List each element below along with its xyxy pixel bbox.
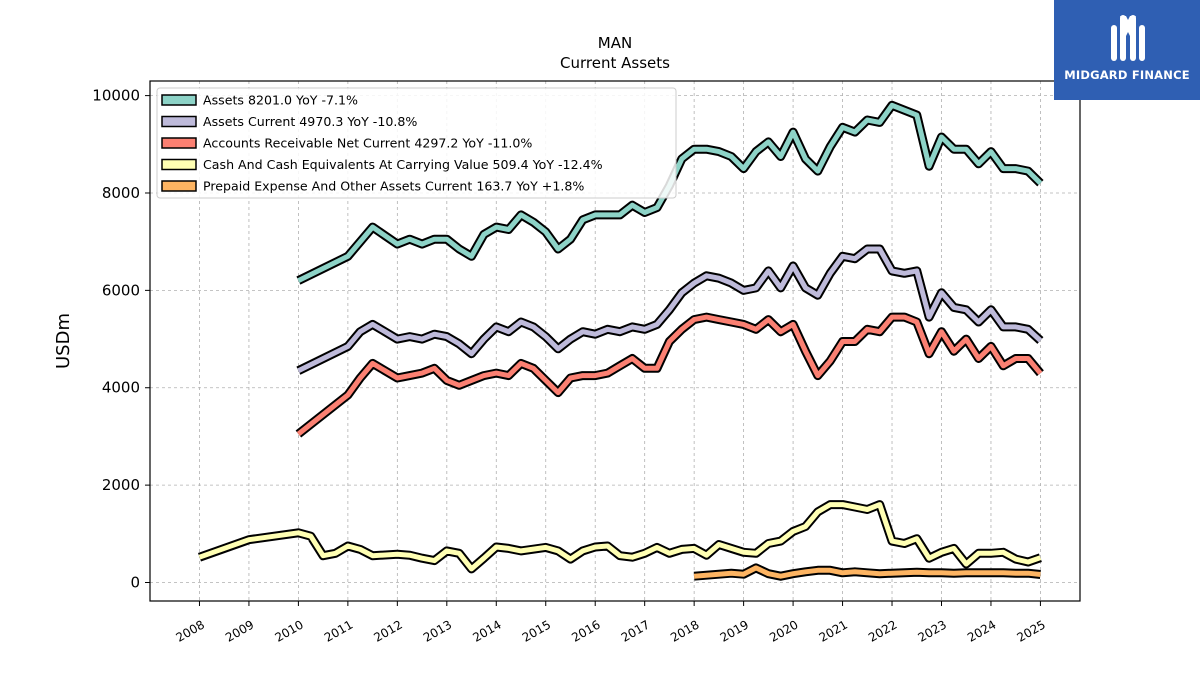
x-tick-label: 2014 xyxy=(470,617,503,644)
series-outline xyxy=(197,500,1042,574)
legend-entry: Assets Current 4970.3 YoY -10.8% xyxy=(203,114,417,129)
series-lines xyxy=(197,100,1044,581)
y-tick-label: 0 xyxy=(130,573,140,591)
series-line-0 xyxy=(296,100,1044,285)
series-path xyxy=(693,565,1041,579)
legend-entry: Cash And Cash Equivalents At Carrying Va… xyxy=(203,157,603,172)
y-tick-label: 4000 xyxy=(102,379,140,397)
x-tick-label: 2017 xyxy=(619,617,652,644)
brand-name: MIDGARD FINANCE xyxy=(1064,68,1190,82)
x-tick-label: 2012 xyxy=(371,617,404,644)
y-tick-label: 2000 xyxy=(102,476,140,494)
y-tick-label: 8000 xyxy=(102,184,140,202)
x-tick-label: 2013 xyxy=(421,617,454,644)
legend-swatch xyxy=(161,137,197,149)
legend-swatch xyxy=(161,115,197,128)
y-tick-label: 6000 xyxy=(102,281,140,299)
x-axis-ticks: 2008 2009 2010 2011 2012 2013 2014 2015 2016 2017… xyxy=(174,601,1048,645)
x-tick-label: 2010 xyxy=(272,617,305,644)
x-tick-label: 2020 xyxy=(767,617,800,644)
series-path xyxy=(297,102,1043,283)
series-path xyxy=(198,502,1042,572)
x-tick-label: 2018 xyxy=(668,617,701,644)
x-tick-label: 2022 xyxy=(866,617,899,644)
chart-title: MAN xyxy=(598,34,632,52)
x-tick-label: 2024 xyxy=(965,617,998,644)
legend-swatch xyxy=(161,180,197,192)
legend-entry: Accounts Receivable Net Current 4297.2 Y… xyxy=(203,136,532,151)
series-line-4 xyxy=(693,563,1041,581)
x-tick-label: 2016 xyxy=(569,617,602,644)
x-tick-label: 2008 xyxy=(174,617,207,644)
x-tick-label: 2023 xyxy=(916,617,949,644)
series-path xyxy=(297,246,1043,373)
legend-entry: Assets 8201.0 YoY -7.1% xyxy=(203,93,358,108)
series-line-2 xyxy=(295,312,1044,438)
series-line-1 xyxy=(296,244,1044,375)
brand-logo: MIDGARD FINANCE xyxy=(1054,0,1200,100)
x-tick-label: 2011 xyxy=(322,617,355,644)
y-tick-label: 10000 xyxy=(92,87,140,105)
legend-box xyxy=(156,87,677,199)
x-tick-label: 2021 xyxy=(817,617,850,644)
chart-subtitle: Current Assets xyxy=(560,54,670,72)
x-tick-label: 2009 xyxy=(223,617,256,644)
legend-swatch xyxy=(161,158,197,171)
y-axis-label: USDm xyxy=(53,313,74,369)
legend-swatch xyxy=(161,94,197,106)
x-tick-label: 2015 xyxy=(520,617,553,644)
plot-frame xyxy=(149,80,1081,602)
series-path xyxy=(296,314,1043,436)
legend: Assets 8201.0 YoY -7.1% Assets Current 49… xyxy=(156,87,677,199)
x-tick-label: 2025 xyxy=(1014,617,1047,644)
x-tick-label: 2019 xyxy=(718,617,751,644)
legend-entry: Prepaid Expense And Other Assets Current… xyxy=(203,179,584,194)
series-line-3 xyxy=(197,500,1042,574)
y-axis-ticks: 0 2000 4000 6000 8000 10000 xyxy=(92,87,150,591)
midgard-logo-icon xyxy=(1111,15,1145,61)
